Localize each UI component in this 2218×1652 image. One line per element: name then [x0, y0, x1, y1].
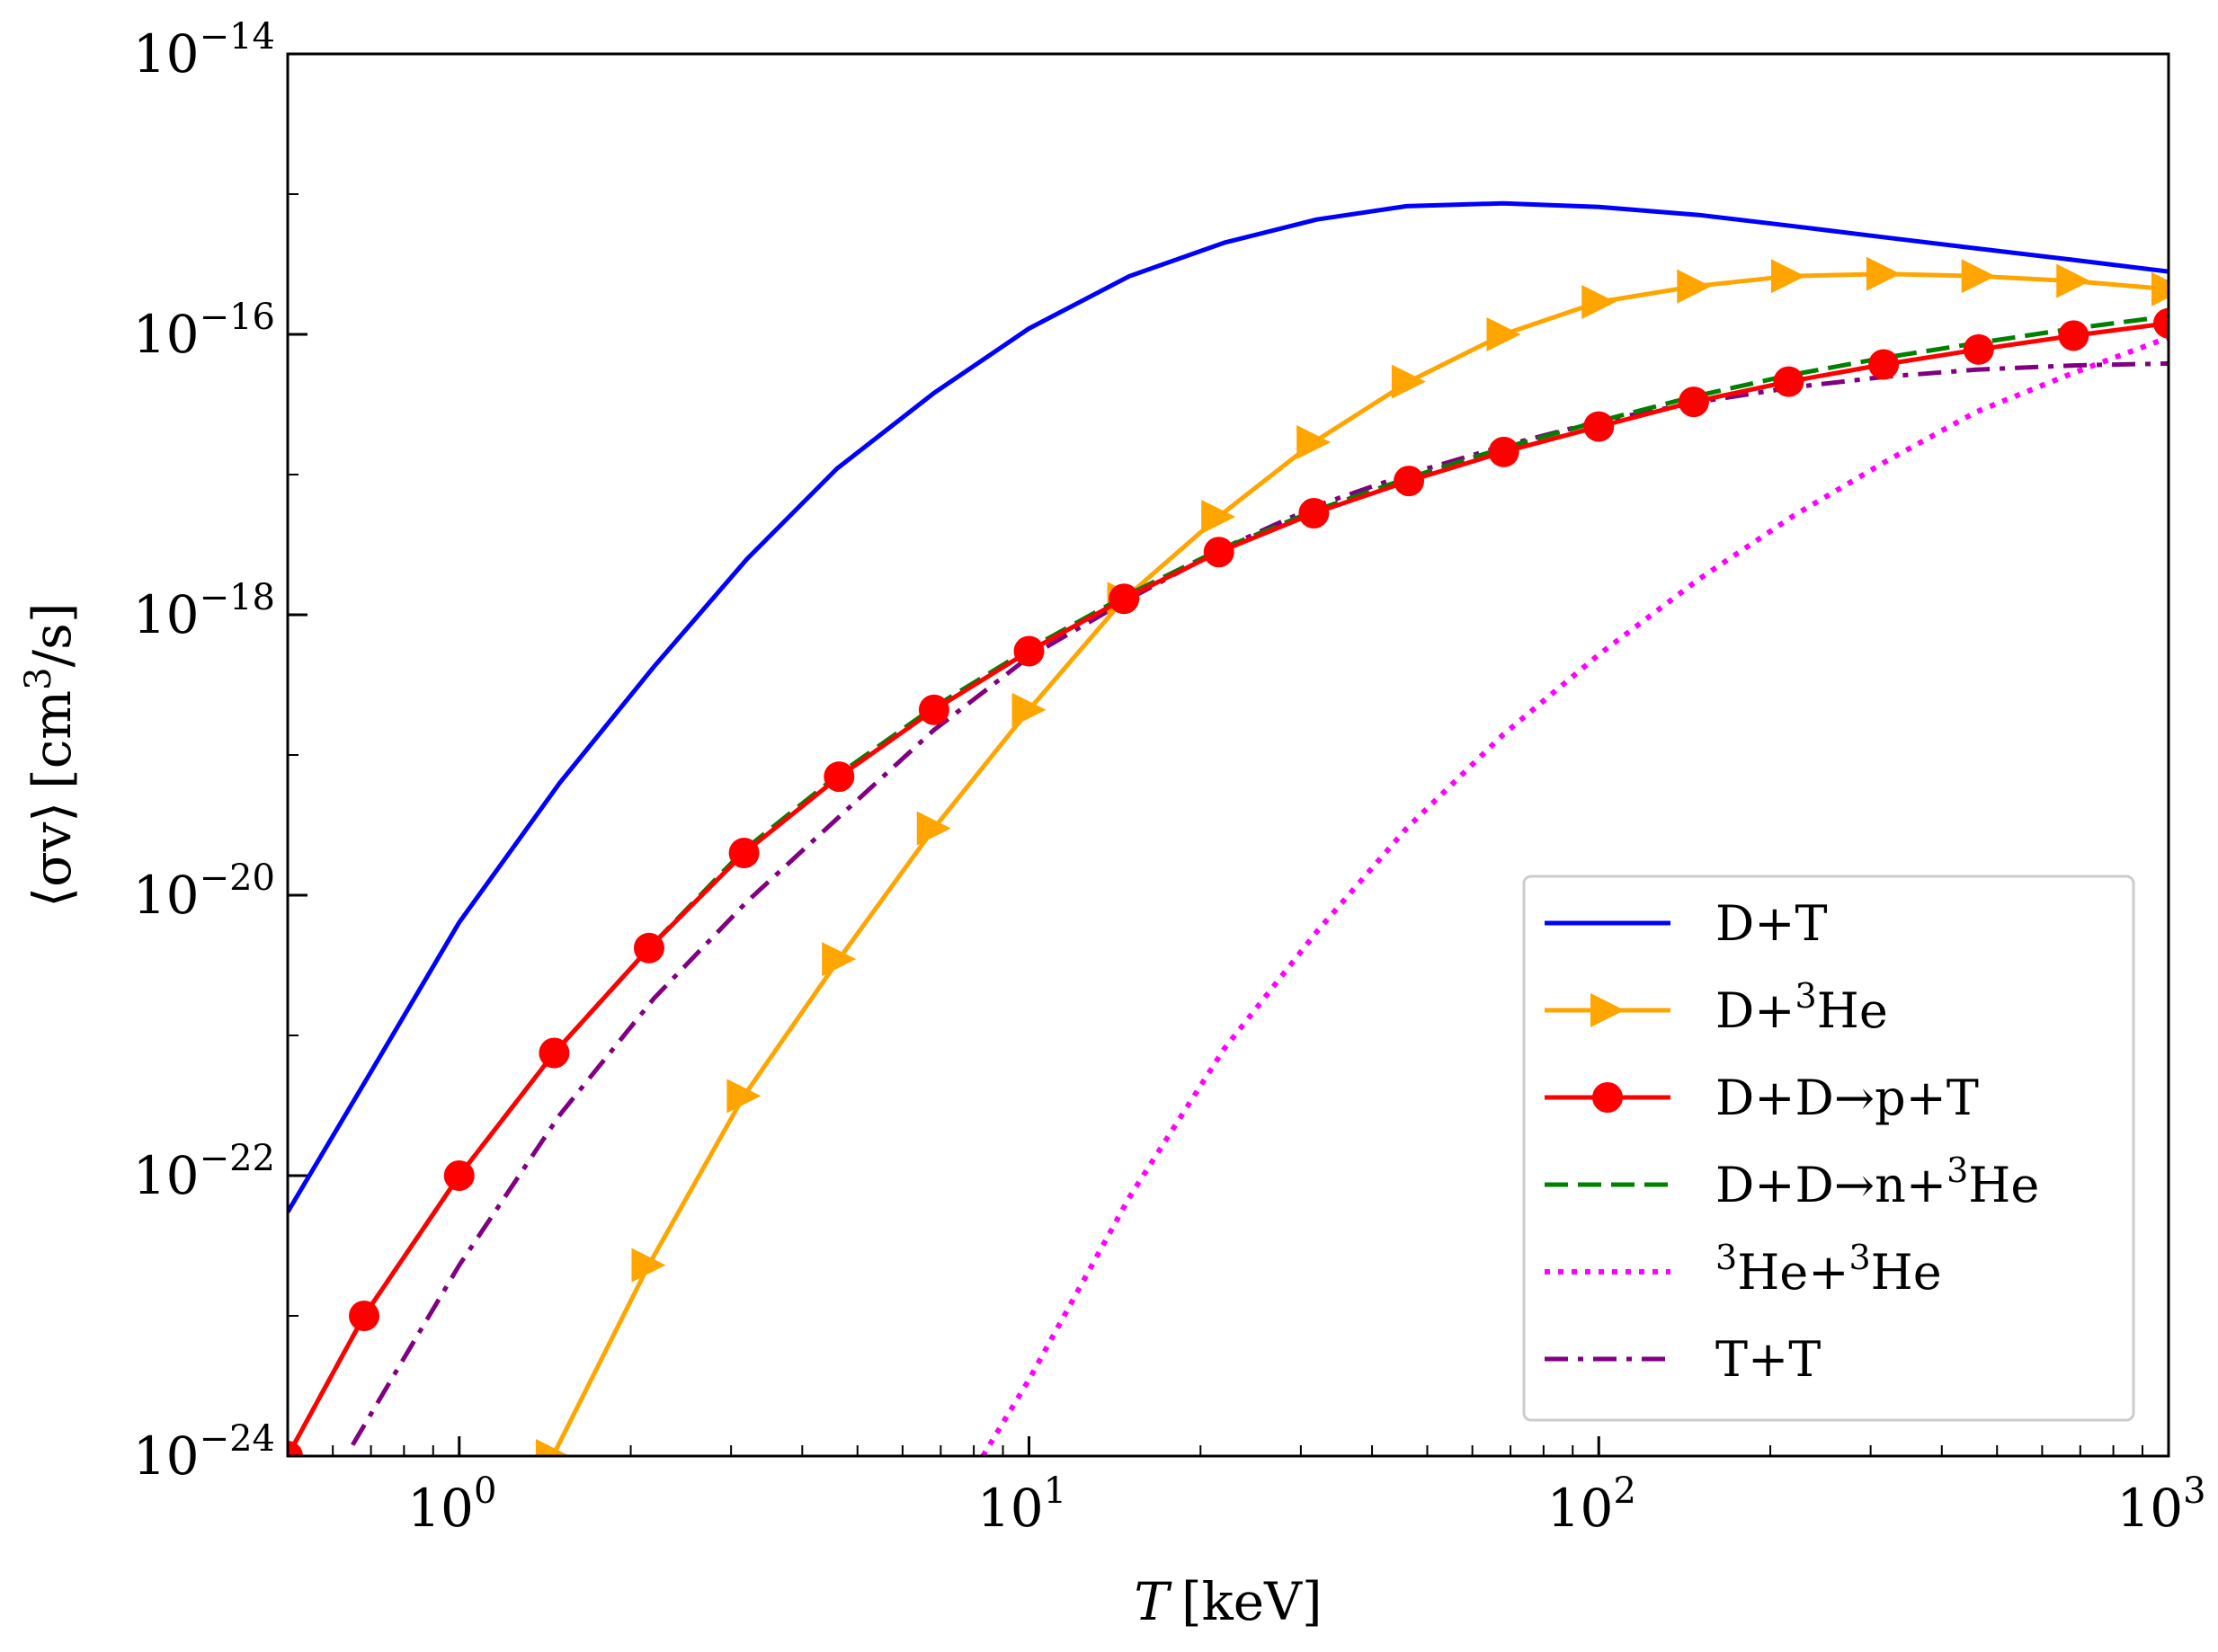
- legend-label: D+3He: [1715, 976, 1888, 1039]
- legend-label: T+T: [1715, 1331, 1821, 1388]
- x-tick-label: 103: [2116, 1470, 2205, 1539]
- series-line-3He+3He: [980, 334, 2169, 1456]
- y-tick-label: 10−14: [133, 16, 275, 84]
- legend-entry-D+3He: D+3He: [1545, 976, 1888, 1039]
- series-3He+3He: [980, 334, 2169, 1456]
- data-point-D+D->p+T: [918, 694, 949, 725]
- x-axis-unit: [keV]: [1181, 1571, 1323, 1632]
- x-tick-label: 102: [1547, 1470, 1636, 1539]
- data-point-D+3He: [1296, 425, 1332, 460]
- data-point-D+D->p+T: [728, 838, 760, 869]
- legend-entry-D+T: D+T: [1545, 895, 1828, 952]
- data-point-D+D->p+T: [1394, 466, 1425, 497]
- series-D+D->p+T: [288, 307, 2169, 1456]
- data-point-D+D->p+T: [1963, 333, 1994, 365]
- data-point-D+D->p+T: [1583, 411, 1615, 442]
- y-tick-label: 10−16: [133, 297, 275, 365]
- legend-box: [1522, 875, 2135, 1422]
- data-point-D+3He: [1961, 259, 1996, 294]
- y-axis-unit-end: /s]: [22, 602, 83, 667]
- data-point-D+D->p+T: [2153, 307, 2169, 339]
- data-point-D+D->p+T: [824, 761, 855, 793]
- y-tick-label: 10−18: [133, 577, 275, 645]
- x-axis-label: T [keV]: [1134, 1571, 1322, 1632]
- plot-frame: [286, 52, 2170, 1458]
- y-tick-label: 10−24: [133, 1418, 275, 1487]
- y-tick-label: 10−22: [133, 1138, 275, 1206]
- legend-entry-D+D->p+T: D+D→p+T: [1545, 1070, 1979, 1126]
- x-tick-labels: 100 101 102 103: [407, 1470, 2205, 1539]
- data-point-D+D->p+T: [1678, 386, 1709, 418]
- legend-marker: [1590, 993, 1625, 1027]
- data-point-D+3He: [1581, 285, 1617, 320]
- data-point-D+3He: [631, 1248, 666, 1283]
- data-point-D+D->p+T: [1203, 537, 1234, 568]
- data-point-D+3He: [1486, 317, 1521, 351]
- x-tick-label: 100: [407, 1470, 496, 1539]
- data-point-D+3He: [1770, 259, 1805, 294]
- legend-marker: [1592, 1082, 1623, 1113]
- y-axis-unit-sup: 3: [18, 667, 59, 689]
- legend-entry-T+T: T+T: [1545, 1331, 1821, 1388]
- data-point-D+3He: [2151, 271, 2169, 306]
- series-D+3He: [535, 256, 2169, 1456]
- data-point-D+3He: [1201, 499, 1236, 534]
- x-axis-variable: T: [1134, 1571, 1172, 1632]
- data-point-D+3He: [1677, 269, 1712, 304]
- data-point-D+3He: [1866, 256, 1901, 291]
- data-point-D+3He: [1011, 692, 1047, 727]
- legend-entry-3He+3He: 3He+3He: [1545, 1238, 1942, 1301]
- y-tick-labels: 10−24 10−22 10−20 10−18 10−16 10−14: [133, 16, 275, 1487]
- y-axis-variable: ⟨σv⟩: [22, 802, 83, 908]
- data-point-D+3He: [822, 942, 857, 977]
- legend-label: D+D→n+3He: [1715, 1150, 2039, 1213]
- legend: D+T D+3He D+D→p+T D+D→n+3He 3He+3He T+T: [1522, 875, 2135, 1422]
- data-point-D+3He: [1391, 364, 1426, 399]
- data-point-D+D->p+T: [1773, 366, 1804, 397]
- series-layer: [288, 200, 2169, 1456]
- data-point-D+3He: [535, 1439, 570, 1456]
- data-point-D+3He: [726, 1079, 762, 1114]
- legend-label: D+D→p+T: [1715, 1070, 1979, 1126]
- data-point-D+3He: [916, 811, 951, 846]
- legend-label: 3He+3He: [1715, 1238, 1942, 1301]
- data-point-D+D->p+T: [539, 1037, 570, 1069]
- data-point-D+D->p+T: [1488, 436, 1519, 467]
- series-line-D+T: [288, 200, 2169, 1213]
- data-point-D+D->p+T: [443, 1160, 475, 1191]
- legend-label: D+T: [1715, 895, 1828, 952]
- data-point-D+3He: [2056, 263, 2091, 298]
- data-point-D+D->p+T: [633, 932, 664, 964]
- x-tick-label: 101: [977, 1470, 1066, 1539]
- data-point-D+D->p+T: [349, 1301, 380, 1331]
- data-point-D+D->p+T: [1013, 635, 1045, 667]
- data-point-D+D->p+T: [2058, 320, 2089, 351]
- y-tick-label: 10−20: [133, 857, 275, 926]
- data-point-D+D->p+T: [288, 1441, 303, 1456]
- y-axis-label: ⟨σv⟩ [cm3/s]: [18, 602, 83, 907]
- minor-ticks: [287, 193, 2144, 1456]
- data-point-D+D->p+T: [1298, 498, 1330, 529]
- data-point-D+D->p+T: [1109, 583, 1140, 615]
- legend-entry-D+D->n+3He: D+D→n+3He: [1545, 1150, 2039, 1213]
- y-axis-unit: [cm: [22, 690, 83, 789]
- data-point-D+D->p+T: [1868, 349, 1900, 380]
- series-D+T: [288, 200, 2169, 1213]
